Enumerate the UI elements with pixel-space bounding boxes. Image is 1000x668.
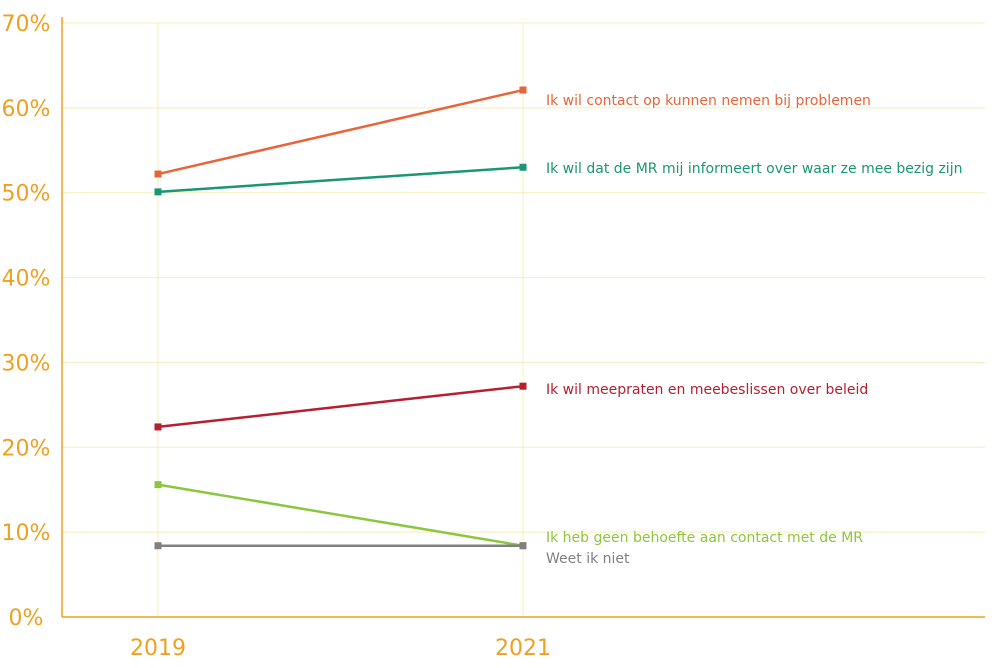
series-label: Ik wil dat de MR mij informeert over waa… (546, 161, 962, 177)
series-line (157, 166, 524, 194)
series-labels: Ik wil contact op kunnen nemen bij probl… (546, 93, 962, 567)
series-label: Ik wil meepraten en meebeslissen over be… (546, 382, 868, 398)
data-point (154, 170, 162, 178)
data-point (154, 188, 162, 196)
series-label: Ik heb geen behoefte aan contact met de … (546, 530, 863, 546)
y-tick-label: 40% (2, 267, 51, 292)
y-tick-labels: 0% 10% 20% 30% 40% 50% 60% 70% (2, 12, 51, 631)
y-tick-label: 70% (2, 12, 51, 37)
axes (61, 17, 985, 618)
data-point (519, 163, 527, 171)
y-tick-label: 10% (2, 521, 51, 546)
y-tick-label: 60% (2, 97, 51, 122)
series-line (157, 88, 524, 176)
x-tick-labels: 2019 2021 (130, 636, 551, 661)
series-lines (154, 86, 527, 550)
grid-lines (62, 22, 985, 617)
data-point (154, 481, 162, 489)
data-point (519, 86, 527, 94)
y-tick-label: 0% (9, 606, 44, 631)
series-line (157, 483, 524, 547)
y-tick-label: 50% (2, 182, 51, 207)
y-tick-label: 20% (2, 436, 51, 461)
data-point (154, 423, 162, 431)
x-tick-label: 2021 (495, 636, 551, 661)
data-point (154, 542, 162, 550)
y-tick-label: 30% (2, 351, 51, 376)
x-tick-label: 2019 (130, 636, 186, 661)
series-label: Weet ik niet (546, 551, 630, 567)
series-line (157, 384, 524, 429)
data-point (519, 382, 527, 390)
series-label: Ik wil contact op kunnen nemen bij probl… (546, 93, 871, 109)
data-point (519, 542, 527, 550)
